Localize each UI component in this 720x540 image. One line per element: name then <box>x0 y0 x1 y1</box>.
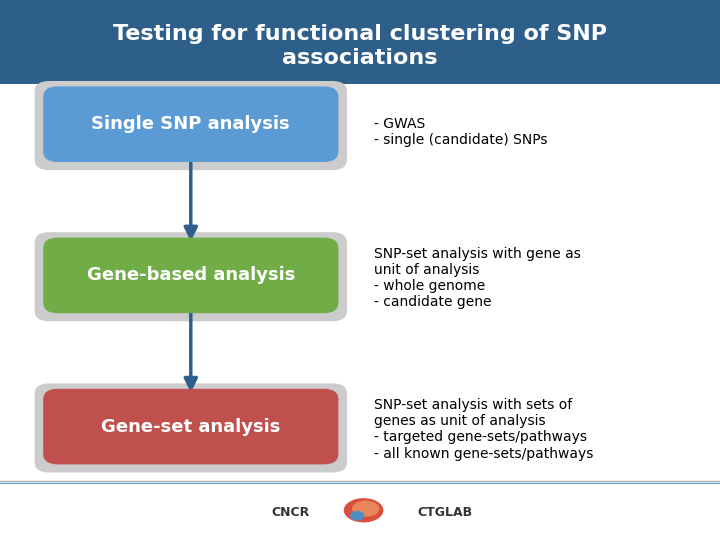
FancyBboxPatch shape <box>0 0 720 84</box>
Ellipse shape <box>350 511 364 521</box>
Text: SNP-set analysis with gene as
unit of analysis
- whole genome
- candidate gene: SNP-set analysis with gene as unit of an… <box>374 247 581 309</box>
FancyBboxPatch shape <box>35 383 347 472</box>
FancyBboxPatch shape <box>35 81 347 170</box>
Ellipse shape <box>344 498 384 523</box>
Text: Gene-set analysis: Gene-set analysis <box>101 417 281 436</box>
FancyBboxPatch shape <box>35 232 347 321</box>
FancyBboxPatch shape <box>43 86 338 162</box>
Text: Testing for functional clustering of SNP
associations: Testing for functional clustering of SNP… <box>113 24 607 68</box>
Text: Single SNP analysis: Single SNP analysis <box>91 115 290 133</box>
FancyBboxPatch shape <box>43 238 338 313</box>
Text: CNCR: CNCR <box>271 507 310 519</box>
Ellipse shape <box>352 501 379 517</box>
Text: SNP-set analysis with sets of
genes as unit of analysis
- targeted gene-sets/pat: SNP-set analysis with sets of genes as u… <box>374 398 594 461</box>
Text: Gene-based analysis: Gene-based analysis <box>86 266 295 285</box>
Text: CTGLAB: CTGLAB <box>418 507 473 519</box>
Text: - GWAS
- single (candidate) SNPs: - GWAS - single (candidate) SNPs <box>374 117 548 147</box>
FancyBboxPatch shape <box>43 389 338 464</box>
